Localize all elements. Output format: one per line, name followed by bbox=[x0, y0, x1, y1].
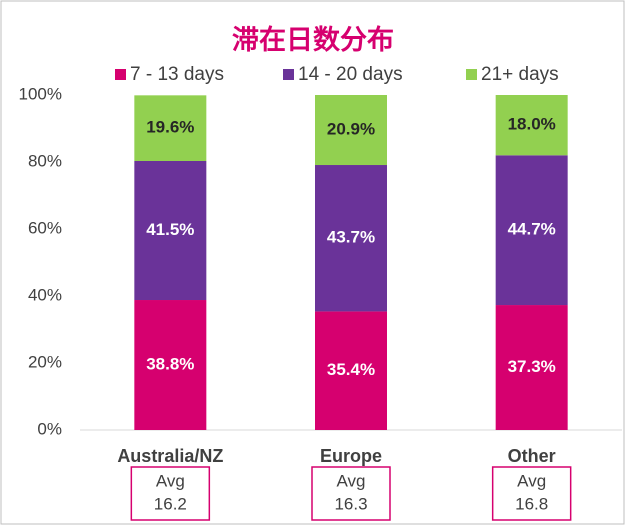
legend-label: 21+ days bbox=[481, 64, 559, 85]
avg-value: 16.3 bbox=[334, 494, 367, 513]
avg-value: 16.2 bbox=[154, 494, 187, 513]
data-label: 43.7% bbox=[327, 228, 375, 247]
data-label: 38.8% bbox=[146, 354, 194, 373]
legend-swatch bbox=[283, 69, 294, 80]
x-tick-label: Australia/NZ bbox=[117, 446, 223, 466]
data-label: 18.0% bbox=[508, 115, 556, 134]
y-tick-label: 80% bbox=[28, 151, 62, 170]
avg-label: Avg bbox=[156, 471, 185, 490]
x-tick-label: Other bbox=[508, 446, 556, 466]
y-tick-label: 0% bbox=[37, 419, 62, 438]
data-label: 20.9% bbox=[327, 119, 375, 138]
avg-box bbox=[311, 466, 391, 521]
data-label: 44.7% bbox=[508, 220, 556, 239]
y-tick-label: 40% bbox=[28, 285, 62, 304]
data-label: 41.5% bbox=[146, 220, 194, 239]
bar-segment bbox=[134, 160, 207, 301]
legend-swatch bbox=[466, 69, 477, 80]
legend-label: 14 - 20 days bbox=[298, 64, 403, 85]
bar-segment bbox=[495, 95, 568, 156]
avg-label: Avg bbox=[517, 471, 546, 490]
y-tick-label: 60% bbox=[28, 218, 62, 237]
avg-label: Avg bbox=[337, 471, 366, 490]
bar-segment bbox=[495, 155, 568, 306]
y-tick-label: 20% bbox=[28, 352, 62, 371]
avg-box bbox=[491, 466, 572, 521]
data-label: 37.3% bbox=[508, 357, 556, 376]
bar-segment bbox=[134, 300, 207, 430]
bar-segment bbox=[495, 305, 568, 430]
chart-title: 滞在日数分布 bbox=[232, 25, 394, 55]
bar-segment bbox=[315, 311, 387, 430]
legend-label: 7 - 13 days bbox=[130, 64, 224, 85]
bar-segment bbox=[315, 165, 387, 312]
bar-segment bbox=[315, 95, 387, 166]
data-label: 19.6% bbox=[146, 118, 194, 137]
y-tick-label: 100% bbox=[19, 84, 62, 103]
legend-swatch bbox=[115, 69, 126, 80]
avg-box bbox=[130, 466, 211, 521]
avg-value: 16.8 bbox=[515, 494, 548, 513]
data-label: 35.4% bbox=[327, 360, 375, 379]
bar-segment bbox=[134, 95, 207, 161]
x-tick-label: Europe bbox=[320, 446, 382, 466]
